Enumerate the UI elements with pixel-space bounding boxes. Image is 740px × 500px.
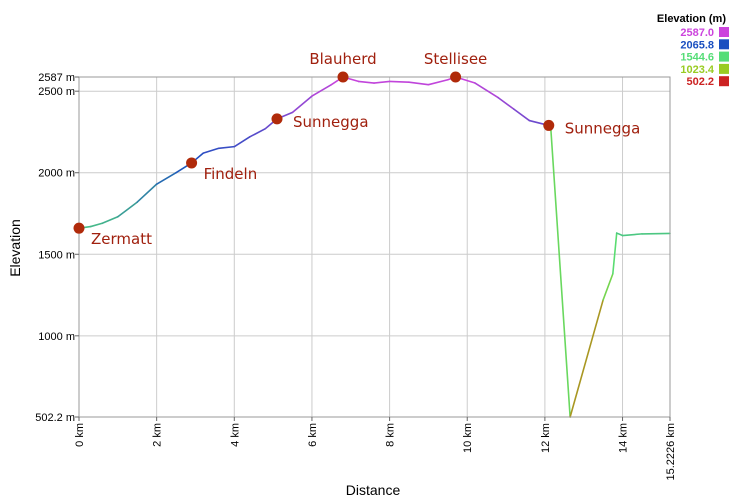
- legend-swatch: [719, 76, 729, 87]
- y-tick-label: 502.2 m: [35, 412, 75, 424]
- x-tick-label: 14 km: [618, 423, 630, 453]
- y-tick-label: 1500 m: [38, 249, 75, 261]
- legend-swatch: [719, 27, 729, 37]
- profile-segment: [408, 81, 430, 86]
- y-tick-label: 2500 m: [38, 86, 75, 98]
- waypoint-label: Sunnegga: [293, 113, 369, 131]
- waypoint-marker: [450, 71, 462, 83]
- legend-entry-label: 2065.8: [680, 39, 714, 51]
- profile-segment: [615, 232, 624, 237]
- profile-segment: [357, 80, 375, 84]
- waypoint-label: Sunnegga: [565, 119, 641, 137]
- x-tick-label: 10 km: [462, 423, 474, 453]
- profile-segment: [249, 127, 267, 138]
- waypoint-label: Zermatt: [91, 230, 152, 248]
- profile-segment: [373, 80, 391, 84]
- plot-frame: [78, 76, 671, 418]
- legend-swatch: [719, 39, 729, 50]
- profile-segment: [155, 171, 177, 185]
- x-tick-label: 2 km: [152, 423, 164, 447]
- x-axis-ticks: 0 km 2 km 4 km 6 km 8 km 10 km 12 km 14 km 15.22…: [74, 417, 677, 480]
- waypoint-marker: [337, 71, 349, 83]
- x-tick-label: 12 km: [540, 423, 552, 453]
- legend-swatch: [719, 63, 729, 74]
- x-tick-label: 0 km: [74, 423, 86, 447]
- legend: Elevation (m) 2587.02065.81544.61023.450…: [657, 13, 729, 88]
- legend-entry-label: 1544.6: [680, 52, 714, 64]
- x-tick-label: 4 km: [229, 423, 241, 447]
- profile-segment: [549, 126, 571, 418]
- x-axis-title: Distance: [346, 482, 401, 498]
- waypoint-marker: [186, 157, 198, 169]
- y-tick-label: 2587 m: [38, 72, 75, 84]
- waypoint-marker: [73, 222, 85, 234]
- profile-segment: [117, 201, 139, 218]
- x-tick-label: 15.2226 km: [665, 423, 677, 480]
- legend-entry-label: 2587.0: [680, 27, 714, 39]
- profile-segment: [311, 83, 333, 97]
- profile-segment: [569, 299, 604, 418]
- waypoint-marker: [271, 113, 283, 125]
- profile-segment: [217, 145, 236, 150]
- profile-segment: [621, 233, 643, 237]
- profile-segment: [612, 232, 618, 275]
- legend-swatch: [719, 51, 729, 62]
- y-tick-label: 2000 m: [38, 168, 75, 180]
- y-axis-title: Elevation: [7, 219, 23, 277]
- profile-segment: [233, 136, 251, 148]
- grid: [79, 77, 670, 417]
- profile-segment: [388, 80, 410, 84]
- profile-segment: [427, 78, 449, 86]
- legend-entry-label: 1023.4: [680, 64, 715, 76]
- profile-segment: [202, 147, 220, 154]
- profile-segment: [497, 96, 515, 110]
- profile-segment: [474, 82, 500, 99]
- y-axis-ticks: 502.2 m 1000 m 1500 m 2000 m 2500 m 2587 m: [35, 72, 79, 424]
- waypoints: Zermatt Findeln Sunnegga Blauherd Stellisee S…: [73, 50, 641, 248]
- waypoint-label: Findeln: [204, 165, 258, 183]
- waypoint-label: Blauherd: [309, 50, 376, 68]
- legend-entry-label: 502.2: [686, 76, 714, 88]
- profile-segment: [136, 183, 158, 203]
- waypoint-marker: [543, 119, 555, 131]
- x-tick-label: 8 km: [385, 423, 397, 447]
- x-tick-label: 6 km: [307, 423, 319, 447]
- legend-title: Elevation (m): [657, 13, 726, 25]
- profile-segment: [602, 273, 614, 301]
- profile-segment: [89, 222, 104, 228]
- profile-segment: [101, 215, 119, 225]
- plot-border: [78, 76, 671, 418]
- profile-segment: [513, 108, 531, 122]
- profile-segment: [291, 95, 313, 114]
- waypoint-label: Stellisee: [424, 50, 487, 68]
- y-tick-label: 1000 m: [38, 331, 75, 343]
